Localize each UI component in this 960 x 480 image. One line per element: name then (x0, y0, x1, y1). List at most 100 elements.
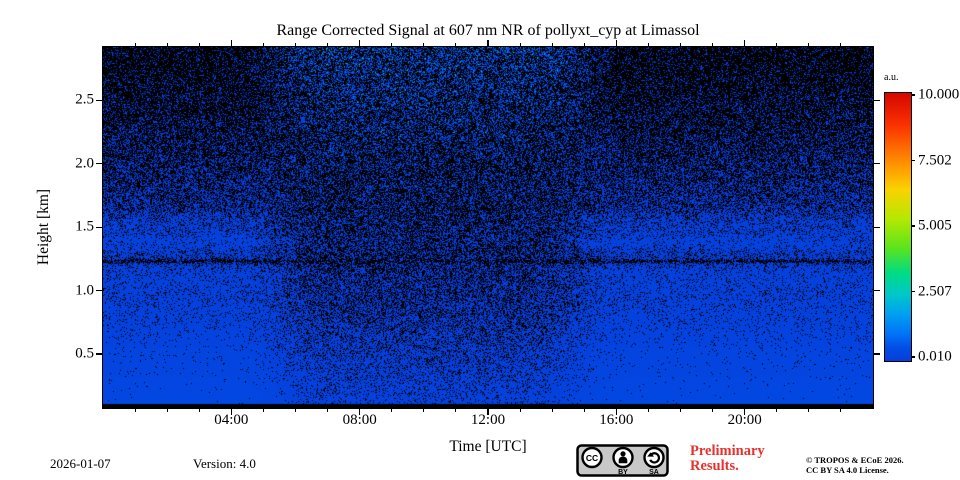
x-minor-tick (198, 408, 200, 412)
x-minor-tick (423, 408, 425, 412)
x-minor-tick (840, 408, 842, 412)
x-tick-label: 04:00 (214, 412, 249, 428)
x-minor-tick-top (712, 43, 714, 47)
y-major-tick (96, 290, 103, 292)
colorbar-tick (911, 225, 915, 227)
by-label: BY (618, 469, 628, 476)
x-minor-tick-top (551, 43, 553, 47)
x-minor-tick (455, 408, 457, 412)
x-minor-tick (808, 408, 810, 412)
y-axis-label: Height [km] (35, 188, 52, 266)
x-major-tick-top (359, 40, 361, 47)
colorbar-tick (911, 159, 915, 162)
colorbar-tick-label: 7.502 (918, 152, 952, 168)
plot-frame (101, 45, 874, 409)
colorbar-tick (911, 356, 915, 358)
y-major-tick (96, 99, 103, 101)
x-minor-tick-top (262, 43, 264, 47)
x-minor-tick (134, 408, 136, 412)
y-major-tick (96, 353, 103, 355)
x-major-tick (487, 408, 489, 415)
y-tick-label: 2.0 (75, 155, 94, 172)
x-minor-tick (647, 408, 649, 412)
copyright-line2: CC BY SA 4.0 License. (806, 465, 889, 475)
x-major-tick-top (487, 40, 489, 47)
colorbar (884, 92, 912, 362)
preliminary-line1: Preliminary (690, 443, 765, 459)
x-minor-tick-top (327, 43, 329, 47)
x-minor-tick (776, 408, 778, 412)
y-major-tick-right (873, 226, 880, 228)
heatmap-canvas (103, 47, 873, 408)
x-major-tick-top (615, 40, 618, 47)
y-major-tick-right (873, 290, 880, 292)
x-minor-tick-top (391, 43, 393, 47)
x-minor-tick-top (198, 43, 200, 47)
x-major-tick (359, 408, 361, 415)
x-minor-tick (166, 408, 168, 412)
x-minor-tick-top (776, 43, 778, 47)
preliminary-line2: Results. (690, 458, 739, 474)
x-major-tick (615, 408, 618, 415)
colorbar-tick (911, 94, 915, 96)
plot-title: Range Corrected Signal at 607 nm NR of p… (276, 22, 700, 39)
cc-license-badge: CC BY SA (576, 444, 669, 477)
sa-arrow (649, 452, 661, 464)
x-minor-tick-top (455, 43, 457, 47)
x-minor-tick-top (583, 43, 585, 47)
x-tick-label: 12:00 (470, 412, 506, 428)
x-major-tick-top (744, 40, 746, 47)
y-major-tick-right (873, 163, 880, 165)
y-tick-label: 1.5 (75, 218, 94, 235)
x-minor-tick (327, 408, 329, 412)
x-minor-tick-top (808, 43, 810, 47)
x-minor-tick-top (519, 43, 521, 47)
colorbar-tick (911, 290, 915, 293)
cc-icon (581, 446, 603, 469)
y-tick-label: 2.5 (75, 91, 94, 108)
y-major-tick-right (873, 353, 880, 355)
by-person-body (618, 456, 628, 464)
cc-icon-text: CC (586, 453, 598, 463)
x-minor-tick-top (166, 43, 168, 47)
y-tick-label: 0.5 (75, 345, 94, 362)
x-minor-tick (519, 408, 521, 412)
y-tick-label: 1.0 (75, 282, 94, 299)
copyright-label: © TROPOS & ECoE 2026. CC BY SA 4.0 Licen… (806, 455, 904, 475)
x-major-tick (230, 408, 233, 415)
colorbar-tick-label: 2.507 (918, 283, 952, 299)
colorbar-unit-label: a.u. (884, 72, 899, 83)
x-minor-tick-top (680, 43, 681, 47)
sa-arrowhead (647, 452, 654, 457)
x-minor-tick-top (840, 43, 842, 47)
x-minor-tick (583, 408, 585, 412)
x-minor-tick (551, 408, 553, 412)
y-major-tick (96, 226, 103, 228)
x-tick-label: 08:00 (342, 412, 377, 428)
x-minor-tick-top (647, 43, 649, 47)
by-person-head (620, 451, 626, 457)
colorbar-tick-label: 0.010 (918, 348, 952, 365)
y-major-tick-right (873, 99, 880, 101)
x-tick-label: 16:00 (599, 412, 634, 428)
copyright-line1: © TROPOS & ECoE 2026. (806, 455, 904, 465)
x-minor-tick-top (134, 43, 136, 47)
x-minor-tick (295, 408, 296, 412)
x-minor-tick (262, 408, 264, 412)
x-minor-tick (680, 408, 681, 412)
x-minor-tick (391, 408, 393, 412)
version-label: Version: 4.0 (193, 456, 256, 471)
sa-label: SA (649, 469, 659, 476)
sa-icon (643, 446, 665, 469)
colorbar-tick-label: 10.000 (918, 86, 960, 103)
date-label: 2026-01-07 (50, 456, 111, 471)
x-minor-tick-top (295, 43, 296, 47)
x-major-tick-top (230, 40, 233, 47)
x-major-tick (744, 408, 746, 415)
x-minor-tick (712, 408, 714, 412)
x-axis-label: Time [UTC] (449, 438, 527, 455)
preliminary-results-label: Preliminary Results. (690, 444, 765, 474)
y-major-tick (96, 163, 103, 165)
x-minor-tick-top (423, 43, 425, 47)
